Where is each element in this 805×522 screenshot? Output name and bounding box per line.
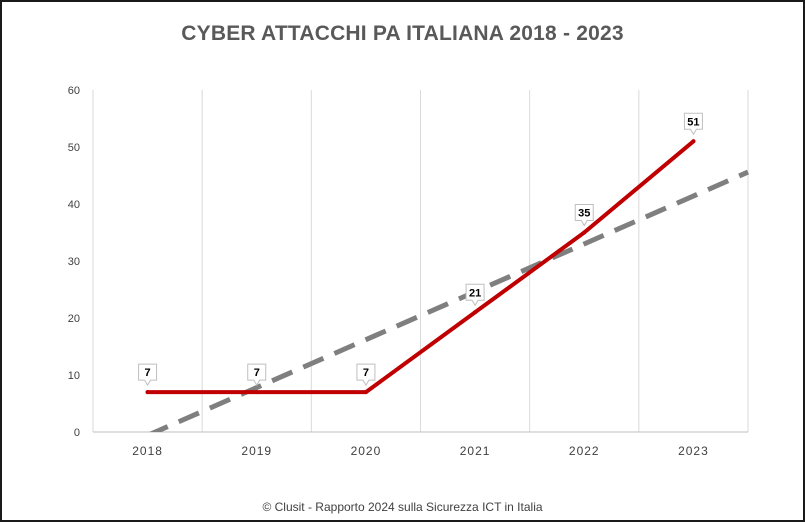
x-tick-label: 2021 (460, 444, 491, 458)
y-tick-label: 20 (68, 313, 80, 325)
x-tick-label: 2023 (678, 444, 709, 458)
x-tick-label: 2019 (241, 444, 272, 458)
data-label: 7 (254, 367, 260, 379)
y-tick-label: 60 (68, 85, 80, 97)
data-label-callout (465, 283, 485, 307)
copyright-footer: © Clusit - Rapporto 2024 sulla Sicurezza… (262, 500, 543, 514)
data-label: 35 (578, 208, 590, 220)
data-label-callout (683, 112, 703, 136)
data-point (473, 310, 478, 315)
data-label: 21 (469, 287, 481, 299)
data-point (691, 139, 696, 144)
trend-line (149, 169, 750, 432)
data-label-callout (574, 204, 594, 227)
data-label: 7 (363, 367, 369, 379)
data-label: 7 (145, 367, 151, 379)
y-tick-label: 10 (68, 370, 80, 382)
y-tick-label: 30 (68, 256, 80, 268)
x-tick-label: 2022 (569, 444, 600, 458)
x-tick-label: 2018 (132, 444, 163, 458)
chart-title: CYBER ATTACCHI PA ITALIANA 2018 - 2023 (181, 22, 624, 45)
x-tick-label: 2020 (351, 444, 382, 458)
y-tick-label: 50 (68, 142, 80, 154)
data-point (254, 390, 259, 395)
data-point (363, 390, 368, 395)
data-point (145, 390, 150, 395)
data-point (582, 230, 587, 235)
data-label-callout (138, 363, 158, 387)
y-tick-label: 40 (68, 199, 80, 211)
series-line (145, 139, 696, 395)
data-label: 51 (687, 116, 699, 128)
y-tick-label: 0 (74, 427, 80, 439)
data-label-callout (247, 363, 267, 387)
data-label-callout (356, 363, 376, 387)
